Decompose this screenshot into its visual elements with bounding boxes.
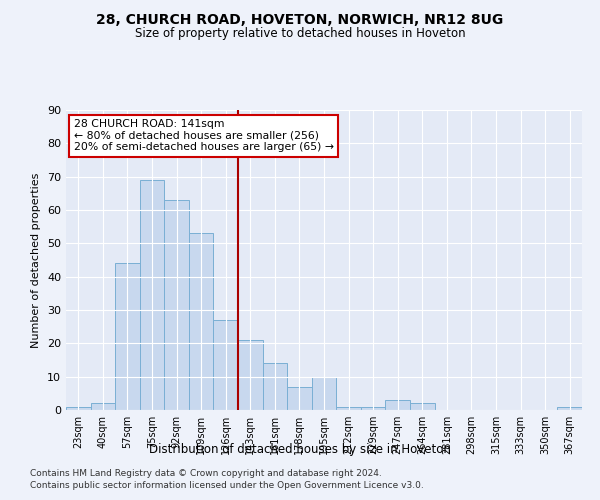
Text: Distribution of detached houses by size in Hoveton: Distribution of detached houses by size … (149, 442, 451, 456)
Text: Contains HM Land Registry data © Crown copyright and database right 2024.: Contains HM Land Registry data © Crown c… (30, 468, 382, 477)
Bar (189, 234, 214, 410)
Bar (263, 364, 287, 410)
Bar (385, 400, 410, 410)
Bar (410, 404, 434, 410)
Y-axis label: Number of detached properties: Number of detached properties (31, 172, 41, 348)
Bar (214, 320, 238, 410)
Bar (361, 406, 385, 410)
Bar (312, 376, 336, 410)
Bar (557, 406, 582, 410)
Text: 28 CHURCH ROAD: 141sqm
← 80% of detached houses are smaller (256)
20% of semi-de: 28 CHURCH ROAD: 141sqm ← 80% of detached… (74, 119, 334, 152)
Bar (287, 386, 312, 410)
Text: 28, CHURCH ROAD, HOVETON, NORWICH, NR12 8UG: 28, CHURCH ROAD, HOVETON, NORWICH, NR12 … (97, 12, 503, 26)
Bar (336, 406, 361, 410)
Bar (66, 406, 91, 410)
Bar (91, 404, 115, 410)
Bar (140, 180, 164, 410)
Bar (238, 340, 263, 410)
Text: Contains public sector information licensed under the Open Government Licence v3: Contains public sector information licen… (30, 481, 424, 490)
Bar (115, 264, 140, 410)
Text: Size of property relative to detached houses in Hoveton: Size of property relative to detached ho… (134, 28, 466, 40)
Bar (164, 200, 189, 410)
